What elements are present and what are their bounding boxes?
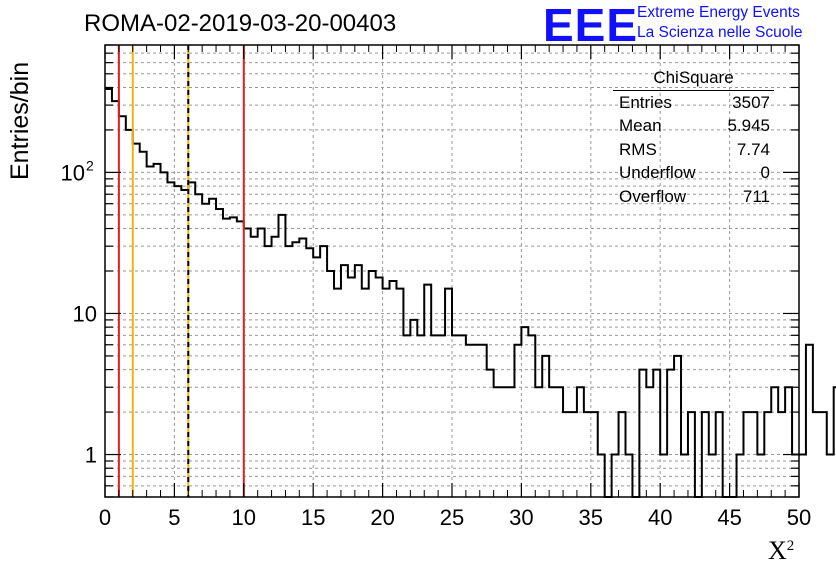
x-tick-label: 0 bbox=[99, 505, 111, 530]
x-axis-label-sup: 2 bbox=[786, 538, 795, 554]
stats-value: 5.945 bbox=[727, 116, 770, 135]
stats-box-title: ChiSquare bbox=[613, 66, 774, 91]
histogram-series bbox=[105, 88, 836, 498]
x-tick-label: 35 bbox=[579, 505, 603, 530]
stats-row-rms: RMS 7.74 bbox=[611, 138, 776, 162]
y-tick-label: 10 bbox=[61, 160, 85, 185]
stats-label: Underflow bbox=[619, 163, 696, 182]
logo-text: Extreme Energy Events La Scienza nelle S… bbox=[637, 3, 802, 43]
x-axis-label-text: X bbox=[768, 536, 787, 565]
x-tick-label: 20 bbox=[370, 505, 394, 530]
y-tick-label-sup: 2 bbox=[86, 157, 94, 173]
stats-value: 0 bbox=[760, 163, 770, 182]
stats-label: RMS bbox=[619, 139, 657, 159]
x-tick-label: 25 bbox=[440, 505, 464, 530]
logo-line-2: La Scienza nelle Scuole bbox=[637, 24, 803, 41]
stats-label: Mean bbox=[619, 116, 662, 135]
stats-value: 7.74 bbox=[736, 139, 770, 159]
stats-rows: Entries 3507 Mean 5.945 RMS 7.74 Underflow 0 Ove… bbox=[611, 91, 776, 209]
y-tick-label: 1 bbox=[85, 443, 97, 468]
x-axis-label: X2 bbox=[768, 536, 794, 566]
stats-row-mean: Mean 5.945 bbox=[611, 114, 776, 138]
x-tick-label: 50 bbox=[787, 505, 811, 530]
x-tick-label: 15 bbox=[301, 505, 325, 530]
stats-label: Entries bbox=[619, 92, 672, 112]
stats-row-entries: Entries 3507 bbox=[611, 91, 776, 115]
x-tick-label: 40 bbox=[648, 505, 672, 530]
chart-title: ROMA-02-2019-03-20-00403 bbox=[84, 10, 397, 37]
x-tick-label: 45 bbox=[717, 505, 741, 530]
logo-line-1: Extreme Energy Events bbox=[637, 4, 800, 21]
y-tick-label: 10 bbox=[73, 301, 97, 326]
stats-label: Overflow bbox=[619, 186, 687, 206]
stats-row-underflow: Underflow 0 bbox=[611, 161, 776, 185]
x-tick-label: 30 bbox=[509, 505, 533, 530]
x-tick-label: 10 bbox=[232, 505, 256, 530]
stats-row-overflow: Overflow 711 bbox=[611, 185, 776, 209]
eee-logo: EEE bbox=[543, 0, 639, 51]
stats-box: ChiSquare Entries 3507 Mean 5.945 RMS 7.74 Und… bbox=[611, 66, 776, 208]
stats-value: 711 bbox=[742, 186, 770, 206]
x-tick-label: 5 bbox=[168, 505, 180, 530]
stats-value: 3507 bbox=[732, 92, 770, 112]
